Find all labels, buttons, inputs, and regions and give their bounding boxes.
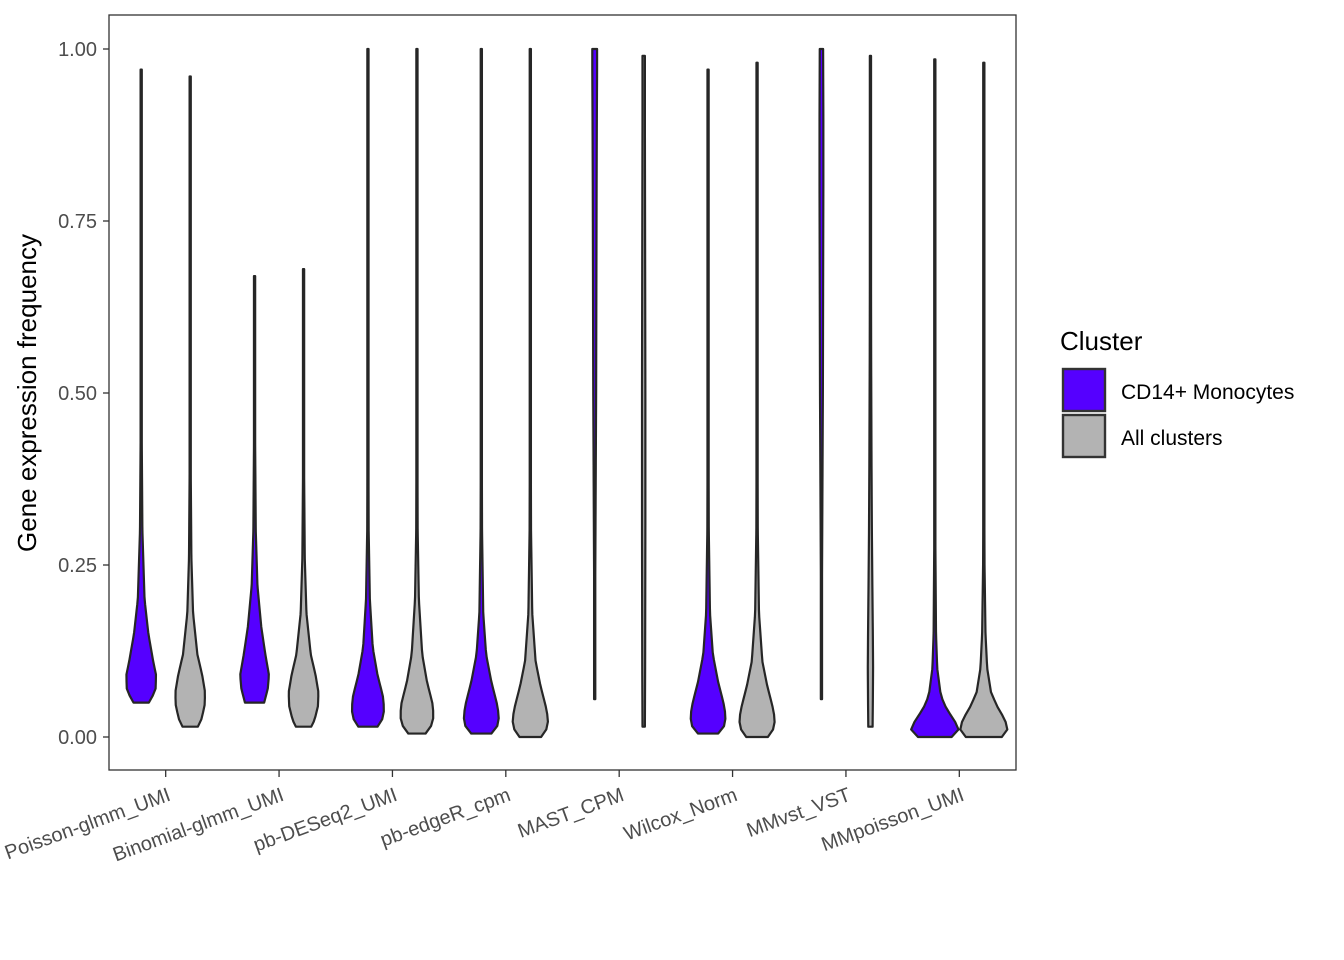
legend-label-cd14-monocytes: CD14+ Monocytes [1121,381,1294,404]
violin-all-clusters-mmpoisson-umi [959,61,1009,739]
violin-all-clusters-poisson-glmm-umi [174,75,206,728]
y-tick-label: 0.75 [58,211,97,233]
legend: Cluster CD14+ Monocytes All clusters [1060,326,1294,459]
violin-all-clusters-wilcox-norm [738,61,776,739]
legend-key-cd14-monocytes [1061,367,1107,413]
violin-all-clusters-mmvst-vst [866,54,875,728]
legend-label-all-clusters: All clusters [1121,427,1223,450]
legend-key-all-clusters [1061,413,1107,459]
violin-cd14-monocytes-mmvst-vst [818,47,825,701]
violin-cd14-monocytes-mast-cpm [591,47,599,701]
y-tick-label: 0.00 [58,727,97,749]
violin-all-clusters-pb-edger-cpm [511,47,550,739]
violin-layer [125,47,1009,739]
violin-cd14-monocytes-pb-edger-cpm [462,47,500,735]
legend-title: Cluster [1060,326,1143,356]
y-axis-title: Gene expression frequency [12,234,42,552]
violin-all-clusters-binomial-glmm-umi [287,268,320,728]
y-tick-label: 0.25 [58,555,97,577]
violin-cd14-monocytes-wilcox-norm [689,68,727,735]
y-axis: 0.00 0.25 0.50 0.75 1.00 [58,39,109,749]
violin-cd14-monocytes-poisson-glmm-umi [125,68,158,704]
violin-cd14-monocytes-binomial-glmm-umi [239,274,270,704]
y-tick-label: 1.00 [58,39,97,61]
y-tick-label: 0.50 [58,383,97,405]
violin-all-clusters-pb-deseq2-umi [399,47,435,735]
violin-cd14-monocytes-mmpoisson-umi [910,58,960,739]
violin-cd14-monocytes-pb-deseq2-umi [350,47,385,728]
violin-all-clusters-mast-cpm [640,54,647,728]
